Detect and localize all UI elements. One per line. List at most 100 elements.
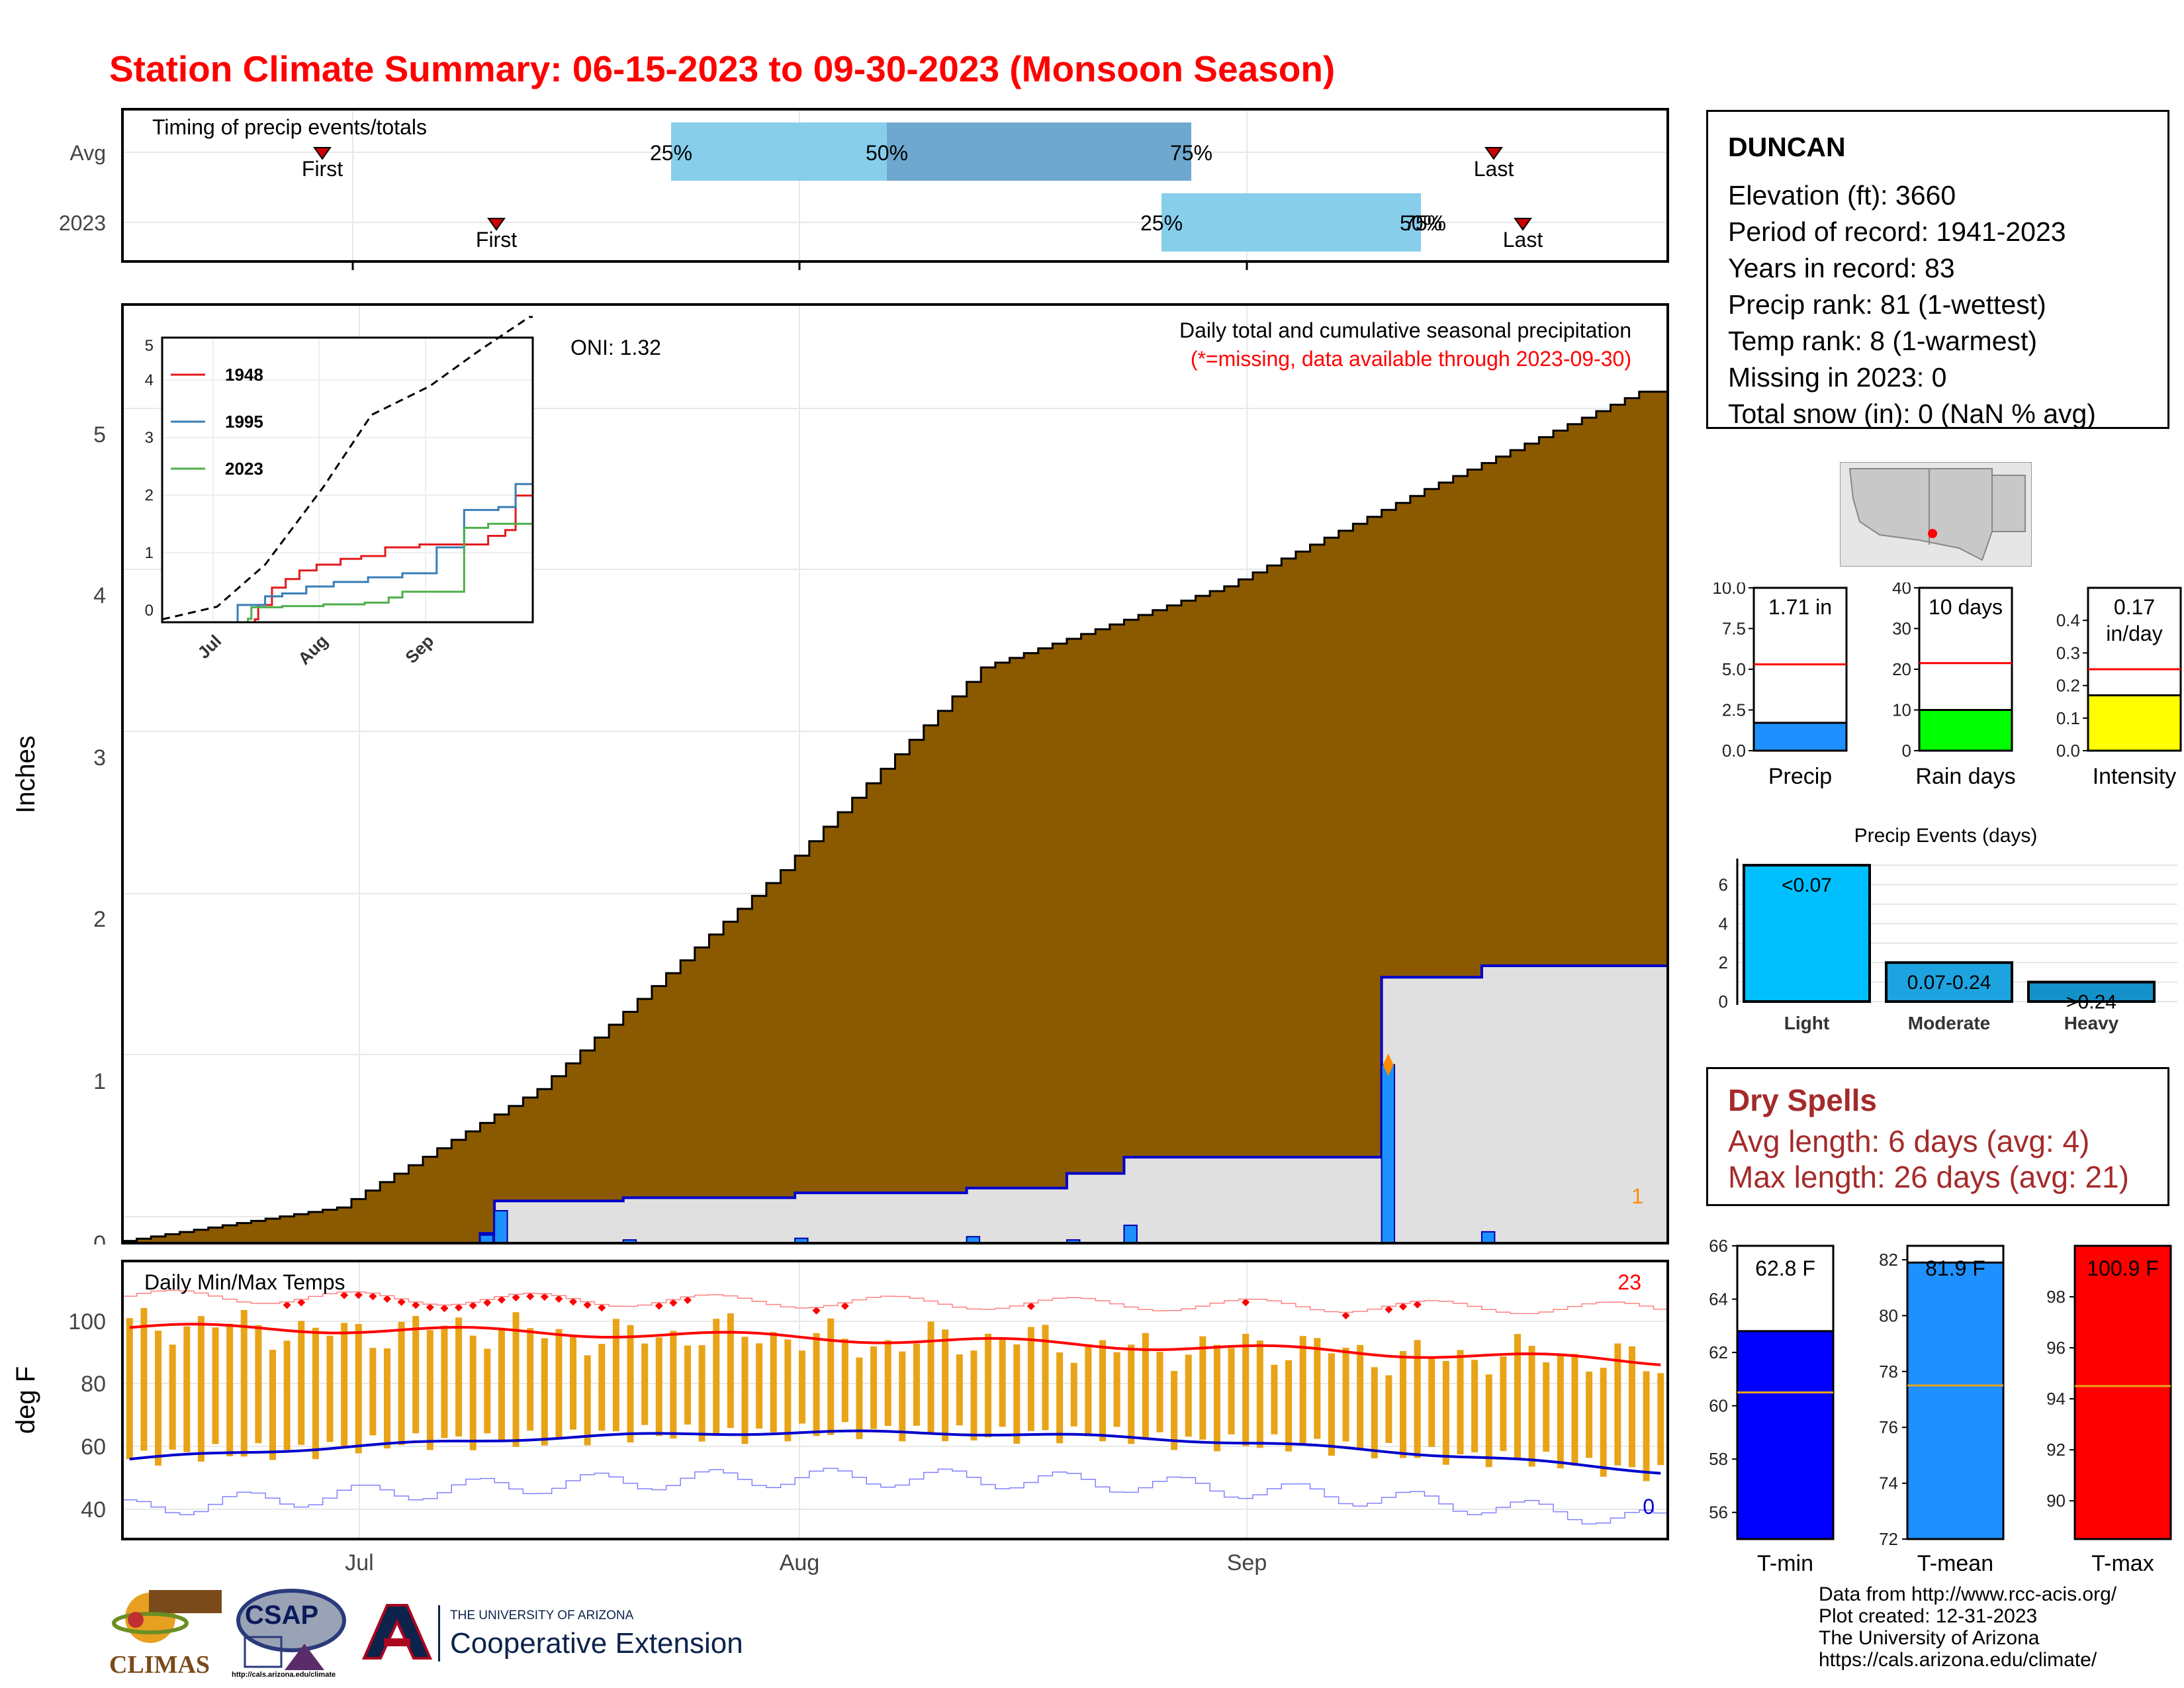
main-ytick: 2 xyxy=(93,907,106,932)
minibar-label: Rain days xyxy=(1915,764,2015,789)
daily-temp-range-bar xyxy=(341,1323,348,1447)
tbar-value-label: 100.9 F xyxy=(2087,1256,2159,1280)
daily-temp-range-bar xyxy=(1056,1352,1064,1444)
record-high-marker xyxy=(669,1299,678,1307)
daily-temp-range-bar xyxy=(1085,1344,1092,1436)
minibar-ytick: 0.3 xyxy=(2056,643,2080,663)
station-name: DUNCAN xyxy=(1728,132,1846,162)
temps-xtick: Jul xyxy=(345,1550,373,1575)
location-map xyxy=(1840,462,2032,567)
daily-temp-range-bar xyxy=(684,1345,692,1425)
minibar-ytick: 7.5 xyxy=(1722,619,1746,639)
inset-ytick: 0 xyxy=(145,602,154,620)
temps-ylabel: deg F xyxy=(11,1366,40,1434)
daily-temp-range-bar xyxy=(1485,1374,1492,1468)
avg-first-marker xyxy=(313,147,332,160)
events-category-label: Light xyxy=(1784,1013,1829,1033)
daily-temp-range-bar xyxy=(197,1316,205,1462)
timing-panel: Timing of precip events/totals Avg 2023 … xyxy=(59,108,1669,270)
tbar-ytick: 94 xyxy=(2046,1389,2066,1409)
avg-p75-label: 75% xyxy=(1170,141,1212,165)
temps-ytick: 100 xyxy=(68,1309,106,1335)
station-info-box: DUNCAN Elevation (ft): 3660 Period of re… xyxy=(1706,110,2169,429)
minibar-ytick: 40 xyxy=(1892,583,1911,598)
events-ytick: 0 xyxy=(1719,992,1728,1011)
daily-temp-range-bar xyxy=(612,1319,619,1432)
main-caption-missing: (*=missing, data available through 2023-… xyxy=(1191,347,1631,371)
daily-temp-range-bar xyxy=(469,1335,477,1450)
daily-temp-range-bar xyxy=(713,1319,720,1434)
events-ytick: 6 xyxy=(1719,874,1728,894)
credit-line: The University of Arizona xyxy=(1819,1627,2040,1649)
main-ytick: 3 xyxy=(93,745,106,771)
daily-precip-bar xyxy=(1381,1064,1396,1244)
avg-last-marker xyxy=(1484,147,1503,160)
daily-temp-range-bar xyxy=(426,1330,433,1450)
station-line: Period of record: 1941-2023 xyxy=(1728,216,2066,247)
climas-emblem-icon xyxy=(112,1590,222,1643)
inset-marks xyxy=(161,316,534,624)
tbar-ytick: 56 xyxy=(1709,1503,1728,1523)
main-frame xyxy=(121,303,1669,1244)
inset-series-line-1995 xyxy=(162,461,534,624)
events-category-label: Heavy xyxy=(2064,1013,2119,1033)
daily-temp-range-bar xyxy=(1471,1360,1479,1452)
daily-temp-range-bar xyxy=(212,1327,219,1444)
record-high-marker xyxy=(483,1298,492,1307)
events-bar-label: >0.24 xyxy=(2066,992,2116,1013)
tbar-ytick: 58 xyxy=(1709,1449,1728,1469)
tbar-ytick: 74 xyxy=(1879,1474,1898,1493)
csap-logo: CSAP http://cals.arizona.edu/climate xyxy=(232,1581,347,1680)
tbar-ytick: 90 xyxy=(2046,1491,2066,1511)
inset-frame xyxy=(161,336,534,624)
record-high-marker xyxy=(1413,1300,1422,1309)
station-line: Precip rank: 81 (1-wettest) xyxy=(1728,289,2046,320)
daily-temp-range-bar xyxy=(298,1321,305,1445)
main-marks xyxy=(121,391,1669,1244)
daily-temp-range-bar xyxy=(1442,1360,1449,1465)
daily-temp-range-bar xyxy=(326,1335,334,1442)
record-high-marker xyxy=(583,1301,592,1309)
tbar-label: T-min xyxy=(1757,1551,1813,1575)
daily-temp-range-bar xyxy=(813,1333,820,1436)
inset-series-line-2023 xyxy=(162,522,533,624)
station-line: Elevation (ft): 3660 xyxy=(1728,180,1956,211)
record-high-marker xyxy=(1399,1302,1408,1311)
tbar-ytick: 98 xyxy=(2046,1287,2066,1307)
daily-temp-range-bar xyxy=(927,1321,934,1434)
tbar-value-bar xyxy=(2073,1244,2172,1540)
tbar-ytick: 72 xyxy=(1879,1529,1898,1549)
csap-logo-text: CSAP xyxy=(245,1601,319,1630)
record-high-marker xyxy=(1342,1311,1350,1320)
main-ytick: 0 xyxy=(93,1231,106,1244)
daily-temp-range-bar xyxy=(312,1327,319,1460)
inset-ytick: 4 xyxy=(145,371,154,389)
record-high-marker xyxy=(383,1295,391,1303)
station-line: Temp rank: 8 (1-warmest) xyxy=(1728,326,2038,356)
daily-temp-range-bar xyxy=(255,1325,262,1444)
tbar-ytick: 66 xyxy=(1709,1236,1728,1256)
legend-label-1995: 1995 xyxy=(225,412,263,432)
temps-xtick: Sep xyxy=(1227,1550,1267,1575)
station-line: Total snow (in): 0 (NaN % avg) xyxy=(1728,399,2096,429)
events-ytick: 2 xyxy=(1719,953,1728,972)
minibar-ytick: 0.1 xyxy=(2056,708,2080,728)
tbar-ytick: 78 xyxy=(1879,1362,1898,1382)
record-high-marker xyxy=(412,1301,420,1309)
legend-label-2023: 2023 xyxy=(225,459,263,479)
minibar-value-label: 0.17 xyxy=(2114,595,2155,619)
daily-temp-range-bar xyxy=(1371,1367,1378,1459)
daily-temp-range-bar xyxy=(1171,1371,1178,1450)
dry-spells-box: Dry Spells Avg length: 6 days (avg: 4) M… xyxy=(1706,1067,2169,1206)
events-category-label: Moderate xyxy=(1908,1013,1990,1033)
record-high-marker xyxy=(655,1301,663,1310)
main-count: 1 xyxy=(1631,1184,1643,1208)
ua-small-text: THE UNIVERSITY OF ARIZONA xyxy=(450,1609,634,1622)
daily-temp-range-bar xyxy=(555,1329,563,1440)
tbar-ytick: 62 xyxy=(1709,1342,1728,1362)
credit-line: Plot created: 12-31-2023 xyxy=(1819,1605,2038,1627)
daily-temp-range-bar xyxy=(985,1333,992,1438)
daily-temp-range-bar xyxy=(1457,1350,1464,1455)
tbar-ytick: 76 xyxy=(1879,1417,1898,1437)
tbar-label: T-mean xyxy=(1917,1551,1993,1575)
